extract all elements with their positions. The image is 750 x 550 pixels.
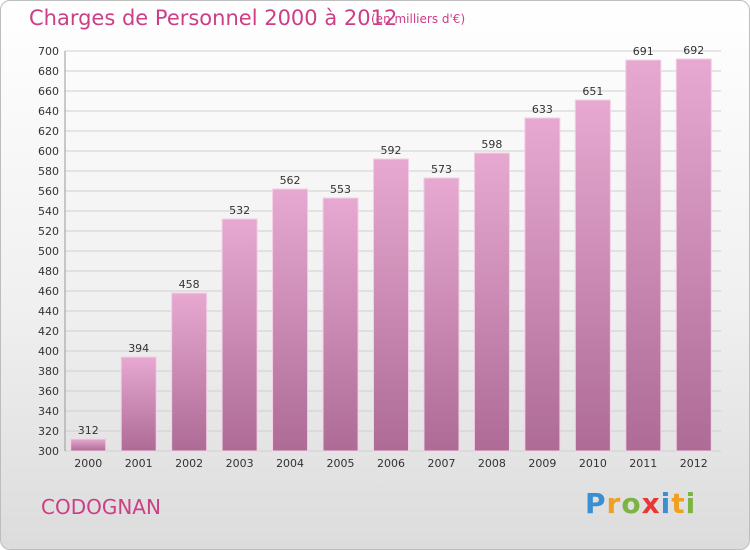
bar-2000	[70, 438, 107, 452]
y-tick-label: 520	[38, 225, 59, 238]
logo-letter: x	[641, 487, 661, 520]
x-tick-label: 2008	[478, 457, 506, 470]
y-tick-label: 380	[38, 365, 59, 378]
y-tick-label: 600	[38, 145, 59, 158]
x-tick-label: 2007	[427, 457, 455, 470]
bar-2006	[373, 158, 409, 452]
bar-2005	[322, 197, 359, 452]
bar-2008	[473, 152, 510, 452]
y-tick-label: 420	[38, 325, 59, 338]
bar-value-label: 553	[330, 183, 351, 196]
x-tick-label: 2010	[579, 457, 607, 470]
x-tick-label: 2004	[276, 457, 304, 470]
bar-value-label: 573	[431, 163, 452, 176]
chart-title: Charges de Personnel 2000 à 2012	[29, 6, 398, 30]
x-tick-label: 2000	[74, 457, 102, 470]
y-tick-label: 480	[38, 265, 59, 278]
y-tick-label: 400	[38, 345, 59, 358]
logo-letter: t	[671, 487, 686, 520]
bar-value-label: 651	[582, 85, 603, 98]
bar-value-label: 394	[128, 342, 149, 355]
bar-2010	[574, 99, 611, 452]
y-tick-label: 580	[38, 165, 59, 178]
bar-2002	[171, 292, 208, 452]
logo-letter: o	[621, 487, 642, 520]
y-tick-label: 360	[38, 385, 59, 398]
y-tick-label: 620	[38, 125, 59, 138]
x-tick-label: 2001	[125, 457, 153, 470]
y-tick-label: 460	[38, 285, 59, 298]
bar-value-label: 562	[280, 174, 301, 187]
y-tick-label: 340	[38, 405, 59, 418]
bar-value-label: 692	[683, 44, 704, 57]
x-axis-ticks: 2000 2001 2002 2003 2004 2005 2006 2007 2008 2009…	[74, 457, 708, 470]
logo-letter: i	[660, 487, 672, 520]
bar-value-label: 532	[229, 204, 250, 217]
bar-2003	[221, 218, 258, 452]
y-tick-label: 500	[38, 245, 59, 258]
y-tick-label: 640	[38, 105, 59, 118]
logo-letter: i	[685, 487, 697, 520]
x-tick-label: 2005	[327, 457, 355, 470]
bar-2004	[272, 188, 309, 452]
x-tick-label: 2006	[377, 457, 405, 470]
y-tick-label: 560	[38, 185, 59, 198]
x-tick-label: 2003	[226, 457, 254, 470]
bar-value-label: 458	[179, 278, 200, 291]
bar-2012	[675, 58, 712, 452]
y-tick-label: 660	[38, 85, 59, 98]
bar-value-label: 633	[532, 103, 553, 116]
y-tick-label: 300	[38, 445, 59, 458]
commune-name: CODOGNAN	[41, 495, 161, 519]
y-tick-label: 440	[38, 305, 59, 318]
bar-value-label: 691	[633, 45, 654, 58]
proxiti-logo[interactable]: Proxiti	[585, 487, 696, 520]
y-tick-label: 680	[38, 65, 59, 78]
bar-value-label: 312	[78, 424, 99, 437]
bar-2009	[524, 117, 561, 452]
bar-value-label: 592	[381, 144, 402, 157]
logo-letter: P	[585, 487, 607, 520]
x-tick-label: 2012	[680, 457, 708, 470]
logo-letter: r	[606, 487, 622, 520]
bar-value-label: 598	[481, 138, 502, 151]
x-tick-label: 2011	[629, 457, 657, 470]
bar-2011	[625, 59, 662, 452]
y-tick-label: 320	[38, 425, 59, 438]
x-tick-label: 2002	[175, 457, 203, 470]
y-axis-ticks: 300 320 340 360 380 400 420 440 460 480 500 520 540 5…	[38, 45, 59, 458]
y-tick-label: 540	[38, 205, 59, 218]
bars: 312 394 458 532 562 553 592 573 598 633 651 691 692	[70, 44, 712, 452]
chart-subtitle: (en milliers d'€)	[371, 12, 466, 26]
x-tick-label: 2009	[528, 457, 556, 470]
y-tick-label: 700	[38, 45, 59, 58]
bar-2007	[423, 177, 460, 452]
bar-2001	[120, 356, 157, 452]
